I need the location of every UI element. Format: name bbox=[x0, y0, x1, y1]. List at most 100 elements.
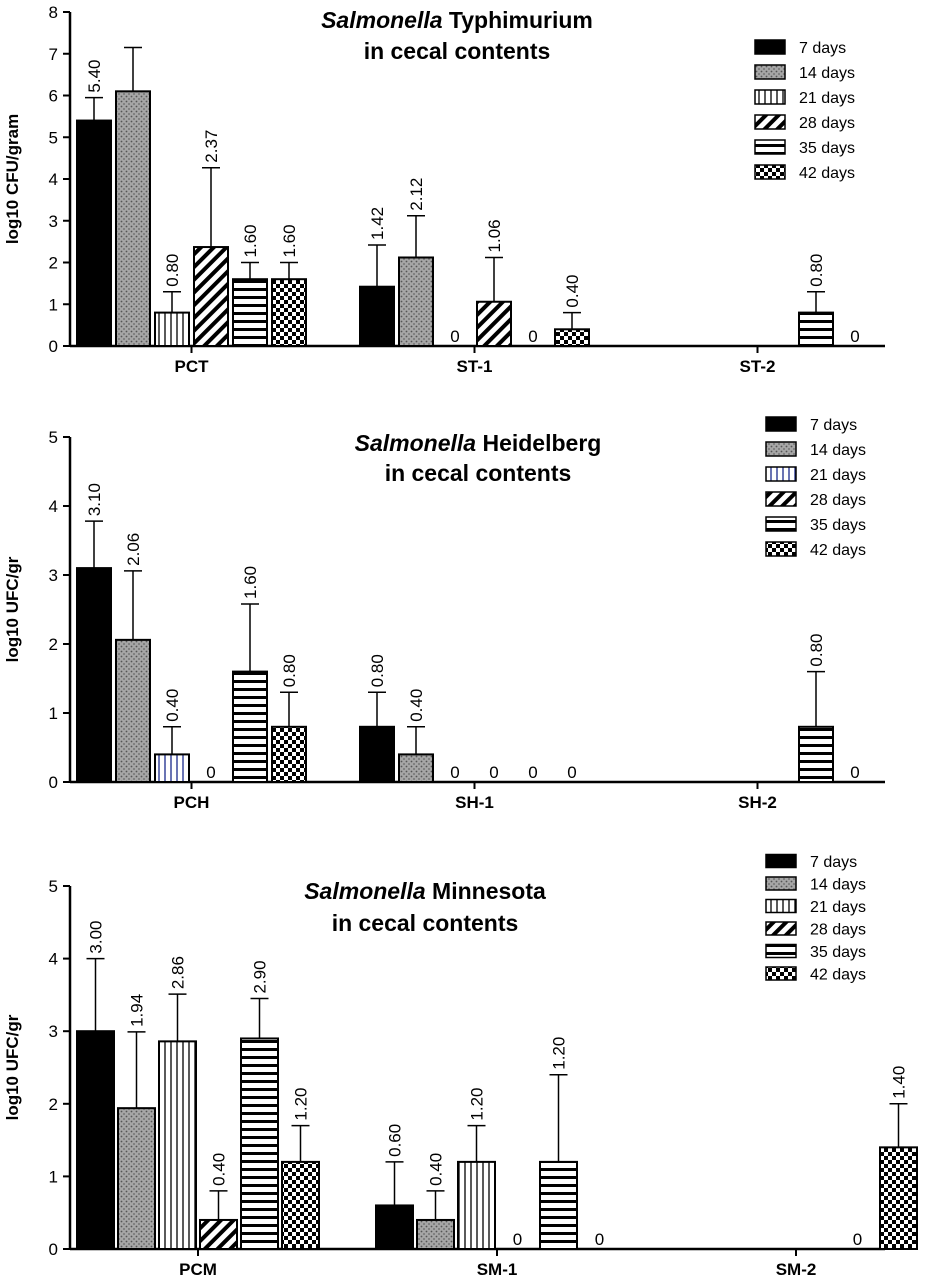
bar bbox=[416, 1218, 455, 1250]
bar bbox=[375, 1204, 414, 1250]
y-tick-label: 0 bbox=[49, 773, 58, 792]
y-tick-label: 1 bbox=[49, 704, 58, 723]
legend-label: 42 days bbox=[810, 967, 866, 984]
data-label: 1.20 bbox=[550, 1037, 569, 1070]
category-label: SM-2 bbox=[776, 1260, 817, 1279]
y-tick-label: 7 bbox=[49, 45, 58, 64]
bar bbox=[158, 1040, 197, 1251]
bar bbox=[271, 725, 307, 783]
data-label: 2.37 bbox=[202, 130, 221, 163]
y-tick-label: 0 bbox=[49, 1240, 58, 1259]
bar bbox=[76, 1030, 115, 1250]
chart-title-italic: Salmonella bbox=[321, 7, 443, 33]
category-label: ST-1 bbox=[457, 357, 493, 376]
legend-label: 21 days bbox=[810, 467, 866, 484]
y-tick-label: 3 bbox=[49, 1022, 58, 1041]
y-tick-label: 3 bbox=[49, 566, 58, 585]
chart-title-rest: Heidelberg bbox=[476, 430, 601, 456]
bar bbox=[199, 1218, 238, 1250]
data-label: 0 bbox=[450, 763, 459, 782]
bar bbox=[359, 725, 395, 783]
data-label: 0.40 bbox=[563, 275, 582, 308]
legend-swatch bbox=[754, 39, 786, 55]
y-tick-label: 8 bbox=[49, 3, 58, 22]
category-label: SH-2 bbox=[738, 793, 777, 812]
data-label: 1.94 bbox=[128, 994, 147, 1027]
data-label: 0.80 bbox=[368, 654, 387, 687]
data-label: 0.80 bbox=[807, 634, 826, 667]
data-label: 2.12 bbox=[407, 178, 426, 211]
data-label: 1.06 bbox=[485, 219, 504, 252]
data-label: 0 bbox=[528, 763, 537, 782]
legend-swatch bbox=[765, 921, 797, 936]
legend-label: 14 days bbox=[810, 877, 866, 894]
category-label: PCT bbox=[175, 357, 210, 376]
chart-title-line2: in cecal contents bbox=[332, 910, 519, 936]
chart-title: Salmonella Heidelberg bbox=[355, 430, 602, 456]
data-label: 0 bbox=[853, 1230, 862, 1249]
chart-1: 0 1 2 3 4 5 6 7 8 log10 CFU/gram Salmonella Typhim… bbox=[3, 3, 885, 376]
legend-label: 14 days bbox=[810, 442, 866, 459]
data-label: 0 bbox=[850, 327, 859, 346]
chart-title-italic: Salmonella bbox=[355, 430, 477, 456]
bar bbox=[76, 567, 112, 783]
bar bbox=[476, 300, 512, 347]
chart-2: 0 1 2 3 4 5 log10 UFC/gr Salmonella Heidelberg i… bbox=[3, 416, 885, 812]
legend-swatch bbox=[765, 441, 797, 457]
bar bbox=[154, 311, 190, 348]
y-axis-label: log10 UFC/gr bbox=[3, 556, 22, 662]
bar bbox=[281, 1160, 320, 1251]
y-tick-label: 4 bbox=[49, 497, 58, 516]
legend-label: 21 days bbox=[810, 899, 866, 916]
chart-title-line2: in cecal contents bbox=[385, 460, 572, 486]
bar bbox=[115, 90, 151, 347]
legend-label: 35 days bbox=[810, 944, 866, 961]
bar bbox=[798, 725, 834, 783]
legend-label: 7 days bbox=[810, 417, 857, 434]
bar bbox=[193, 246, 229, 348]
bar bbox=[271, 278, 307, 348]
y-axis-label: log10 UFC/gr bbox=[3, 1014, 22, 1120]
data-label: 2.06 bbox=[124, 533, 143, 566]
bar bbox=[798, 311, 834, 348]
data-label: 2.90 bbox=[251, 960, 270, 993]
bar bbox=[457, 1160, 496, 1251]
y-tick-label: 5 bbox=[49, 128, 58, 147]
charts-layer: 0 1 2 3 4 5 6 7 8 log10 CFU/gram Salmonella Typhim… bbox=[3, 3, 918, 1279]
bar bbox=[359, 285, 395, 347]
data-label: 0 bbox=[567, 763, 576, 782]
chart-title-rest: Typhimurium bbox=[443, 7, 593, 33]
data-label: 2.86 bbox=[169, 956, 188, 989]
data-label: 0 bbox=[850, 763, 859, 782]
bar bbox=[232, 670, 268, 783]
data-label: 0 bbox=[450, 327, 459, 346]
y-axis-label: log10 CFU/gram bbox=[3, 114, 22, 244]
y-tick-label: 4 bbox=[49, 950, 58, 969]
category-label: SH-1 bbox=[455, 793, 494, 812]
y-tick-label: 6 bbox=[49, 87, 58, 106]
data-label: 0.80 bbox=[807, 254, 826, 287]
legend-swatch bbox=[754, 64, 786, 80]
category-label: ST-2 bbox=[740, 357, 776, 376]
bar bbox=[117, 1107, 156, 1250]
legend-swatch bbox=[754, 114, 786, 130]
legend-swatch bbox=[765, 943, 797, 959]
y-tick-label: 1 bbox=[49, 295, 58, 314]
data-label: 3.00 bbox=[87, 921, 106, 954]
legend-swatch bbox=[754, 139, 786, 155]
data-label: 0 bbox=[206, 763, 215, 782]
legend-label: 35 days bbox=[810, 517, 866, 534]
legend-swatch bbox=[765, 853, 797, 869]
y-tick-label: 5 bbox=[49, 428, 58, 447]
chart-title: Salmonella Minnesota bbox=[304, 878, 546, 904]
data-label: 0 bbox=[595, 1230, 604, 1249]
category-label: PCM bbox=[179, 1260, 217, 1279]
legend-label: 35 days bbox=[799, 140, 855, 157]
bar bbox=[232, 278, 268, 348]
legend-label: 28 days bbox=[810, 492, 866, 509]
y-tick-label: 5 bbox=[49, 877, 58, 896]
bar bbox=[398, 256, 434, 347]
data-label: 0.40 bbox=[407, 689, 426, 722]
